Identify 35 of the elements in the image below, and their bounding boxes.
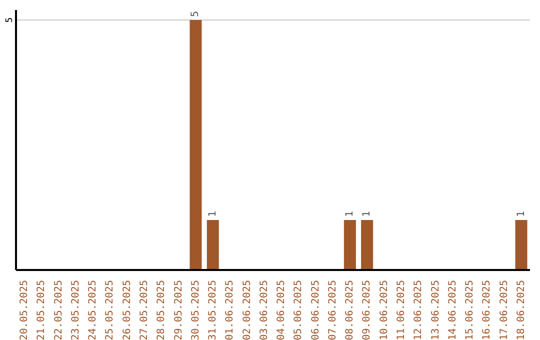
- x-tick-label: 25.05.2025: [104, 280, 116, 340]
- x-tick-label: 29.05.2025: [173, 280, 184, 340]
- x-tick-label: 31.05.2025: [208, 280, 219, 340]
- x-tick-label: 05.06.2025: [293, 280, 304, 340]
- x-tick-label: 06.06.2025: [310, 280, 322, 340]
- x-tick-label: 09.06.2025: [362, 280, 373, 340]
- x-tick-label: 14.06.2025: [447, 280, 458, 340]
- x-tick-label: 21.05.2025: [36, 280, 48, 340]
- x-tick-label: 15.06.2025: [464, 280, 476, 340]
- x-tick-label: 12.06.2025: [413, 280, 424, 340]
- x-tick-label: 10.06.2025: [378, 280, 390, 340]
- x-tick-label: 07.06.2025: [327, 280, 338, 340]
- data-label: 5: [190, 10, 202, 17]
- x-tick-label: 01.06.2025: [224, 280, 236, 340]
- x-tick-label: 27.05.2025: [139, 280, 150, 340]
- data-label: 1: [362, 210, 373, 217]
- data-label: 1: [344, 210, 356, 217]
- x-tick-label: 24.05.2025: [88, 280, 99, 340]
- data-label: 1: [207, 210, 218, 217]
- x-tick-label: 23.05.2025: [70, 280, 82, 340]
- x-tick-label: 04.06.2025: [276, 280, 288, 340]
- x-tick-label: 02.06.2025: [242, 280, 253, 340]
- data-label: 1: [516, 210, 527, 217]
- x-tick-label: 11.06.2025: [396, 280, 407, 340]
- x-tick-label: 13.06.2025: [430, 280, 442, 340]
- x-tick-label: 17.06.2025: [498, 280, 510, 340]
- x-tick-label: 08.06.2025: [344, 280, 356, 340]
- x-tick-label: 26.05.2025: [122, 280, 133, 340]
- x-tick-label: 30.05.2025: [190, 280, 202, 340]
- x-tick-label: 22.05.2025: [53, 280, 64, 340]
- x-tick-label: 03.06.2025: [258, 280, 270, 340]
- x-tick-label: 28.05.2025: [156, 280, 168, 340]
- x-tick-label: 16.06.2025: [482, 280, 493, 340]
- x-tick-label: 18.06.2025: [516, 280, 527, 340]
- x-tick-label: 20.05.2025: [19, 280, 30, 340]
